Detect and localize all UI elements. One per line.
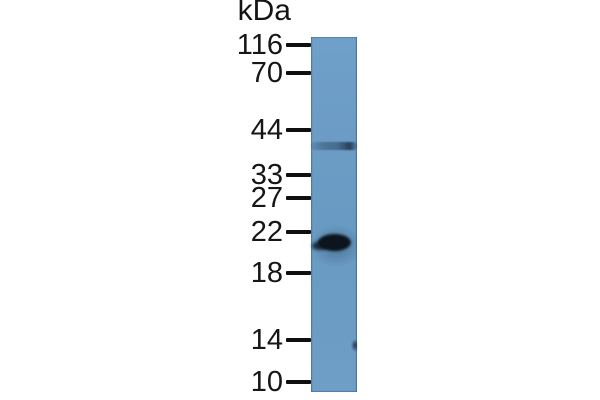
tick-dash	[286, 173, 311, 177]
marker-row-10: 10	[251, 367, 311, 397]
tick-dash	[286, 230, 311, 234]
marker-row-70: 70	[251, 58, 311, 88]
marker-label: 116	[236, 29, 283, 61]
faint-band	[311, 142, 357, 150]
marker-label: 70	[250, 57, 283, 89]
marker-label: 10	[250, 366, 283, 398]
marker-row-22: 22	[251, 217, 311, 247]
tick-dash	[286, 271, 311, 275]
marker-row-33: 33	[251, 160, 311, 190]
tick-dash	[286, 128, 311, 132]
marker-row-18: 18	[251, 258, 311, 288]
marker-label: 27	[250, 182, 283, 214]
marker-row-116: 116	[237, 30, 311, 60]
tick-dash	[286, 71, 311, 75]
marker-label: 18	[250, 257, 283, 289]
marker-row-44: 44	[251, 115, 311, 145]
tick-dash	[286, 43, 311, 47]
unit-label-kda: kDa	[237, 0, 291, 27]
tick-dash	[286, 380, 311, 384]
marker-label: 33	[250, 159, 283, 191]
tick-dash	[286, 338, 311, 342]
marker-label: 22	[250, 216, 283, 248]
marker-row-14: 14	[251, 325, 311, 355]
gel-lane	[311, 37, 357, 392]
tick-dash	[286, 196, 311, 200]
marker-label: 44	[250, 114, 283, 146]
strong-band	[318, 234, 351, 251]
trace-spot	[351, 340, 357, 352]
marker-label: 14	[250, 324, 283, 356]
marker-row-27: 27	[251, 183, 311, 213]
